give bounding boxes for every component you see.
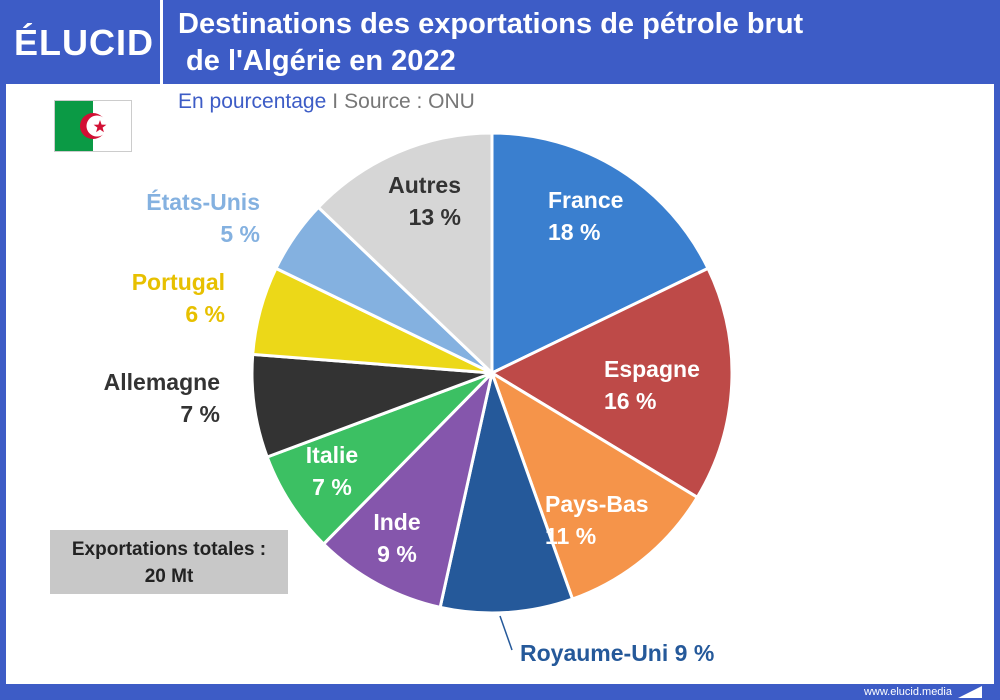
- slice-label-portugal: Portugal: [132, 269, 225, 295]
- slice-value-pays-bas: 11 %: [545, 523, 596, 549]
- slice-label-pays-bas: Pays-Bas: [545, 491, 649, 517]
- slice-label-royaume-uni: Royaume-Uni 9 %: [520, 640, 714, 666]
- slice-label-allemagne: Allemagne: [104, 369, 220, 395]
- pie-slice-espagne: [490, 266, 734, 499]
- logo-divider: [160, 0, 163, 84]
- slice-value-espagne: 16 %: [604, 388, 656, 414]
- algeria-flag-icon: [54, 100, 132, 152]
- pie-slice-autres: [316, 131, 494, 375]
- slice-label-etats-unis: États-Unis: [146, 188, 260, 215]
- pie-labels: France 18 % Espagne 16 % Pays-Bas 11 % Royaume…: [104, 172, 715, 666]
- subtitle-separator: I: [332, 90, 339, 113]
- brand-mark-icon: [958, 686, 982, 698]
- slice-value-france: 18 %: [548, 219, 600, 245]
- slice-label-autres: Autres: [388, 172, 461, 198]
- flag-star: [93, 120, 107, 133]
- slice-label-espagne: Espagne: [604, 356, 700, 382]
- pie-slices: [250, 131, 734, 615]
- slice-value-etats-unis: 5 %: [220, 221, 260, 247]
- total-exports-value: 20 Mt: [144, 566, 194, 587]
- pie-slice-inde: [322, 371, 494, 609]
- slice-value-portugal: 6 %: [185, 301, 225, 327]
- slice-label-inde: Inde: [373, 509, 420, 535]
- subtitle-source: Source : ONU: [344, 90, 475, 113]
- chart-subtitle: En pourcentage I Source : ONU: [178, 90, 475, 114]
- subtitle-unit: En pourcentage: [178, 90, 327, 113]
- slice-value-autres: 13 %: [409, 204, 461, 230]
- pie-slice-pays-bas: [490, 371, 699, 601]
- leader-line-royaume-uni: [499, 615, 513, 651]
- slice-value-allemagne: 7 %: [180, 401, 220, 427]
- total-exports-label: Exportations totales :: [71, 539, 267, 560]
- pie-slice-italie: [265, 371, 494, 546]
- slice-value-inde: 9 %: [377, 541, 417, 567]
- footer-url: www.elucid.media: [863, 686, 952, 698]
- chart-title: Destinations des exportations de pétrole…: [178, 8, 804, 77]
- flag-border: [54, 100, 132, 152]
- pie-slice-france: [490, 131, 710, 375]
- total-exports-box: Exportations totales : 20 Mt: [50, 530, 288, 594]
- slice-label-france: France: [548, 187, 623, 213]
- header-bar: ÉLUCID Destinations des exportations de …: [0, 0, 1000, 84]
- pie-slice-allemagne: [250, 352, 494, 459]
- slice-label-italie: Italie: [306, 442, 358, 468]
- brand-logo: ÉLUCID: [14, 22, 154, 63]
- pie-slice-royaume-uni: [438, 371, 575, 615]
- slice-value-italie: 7 %: [312, 474, 352, 500]
